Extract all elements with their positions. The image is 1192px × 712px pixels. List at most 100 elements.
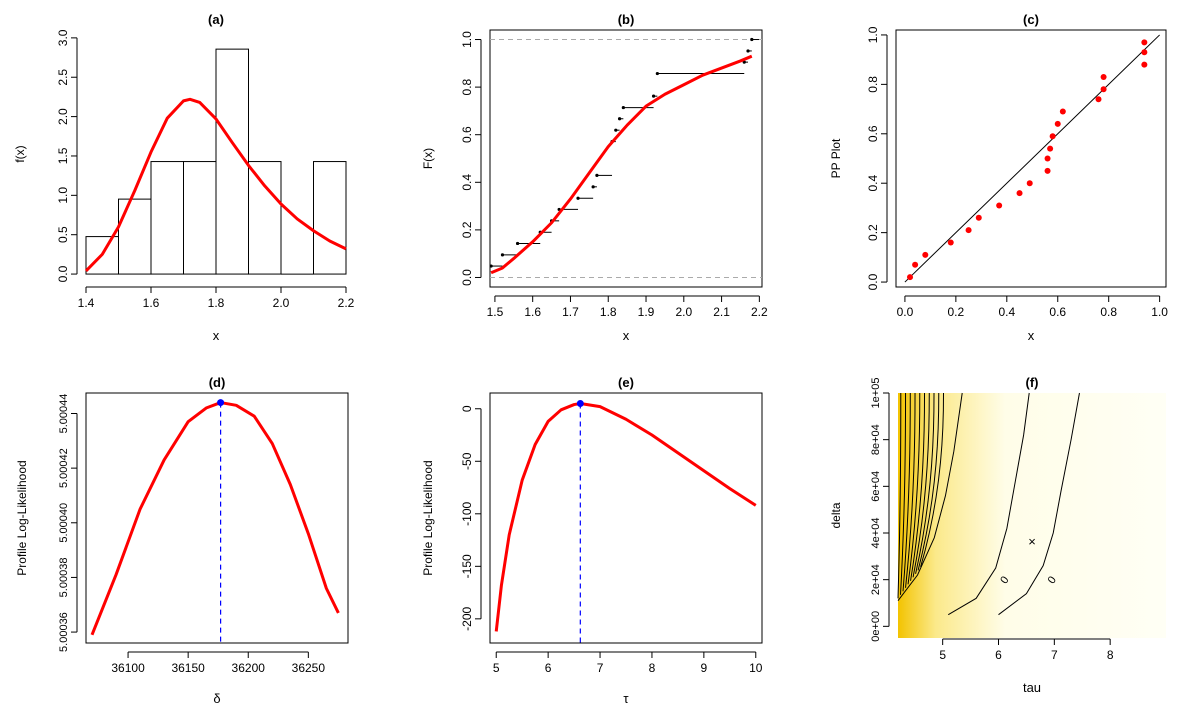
y-tick-label: 0.0	[866, 273, 880, 290]
ecdf-point	[750, 37, 754, 42]
pp-point	[1141, 61, 1148, 68]
chart-title: (e)	[618, 375, 634, 390]
y-tick-label: 0.0	[460, 269, 474, 286]
y-tick-label: 0.8	[460, 78, 474, 95]
contour-line	[897, 392, 902, 599]
x-tick-label: 2.0	[273, 296, 290, 310]
histogram-bar	[248, 161, 282, 275]
histogram-bar	[313, 161, 347, 275]
pp-point	[1100, 86, 1107, 93]
x-tick-label: 5	[939, 648, 946, 662]
y-tick-label: 1.5	[56, 147, 70, 164]
x-tick-label: 7	[1051, 648, 1058, 662]
x-tick-label: 1.7	[562, 305, 579, 319]
x-axis-label: δ	[213, 691, 220, 706]
plot-frame	[489, 392, 763, 644]
x-tick-label: 8	[649, 661, 656, 675]
y-tick-label: 0.4	[460, 174, 474, 191]
y-tick-label: 1e+05	[870, 378, 882, 409]
y-tick-label: 5.00042	[58, 448, 70, 488]
pp-point	[1059, 108, 1066, 115]
chart-title: (f)	[1026, 375, 1039, 390]
ecdf-point	[651, 94, 656, 98]
mle-marker: ×	[1028, 534, 1036, 549]
y-tick-label: 0.5	[56, 226, 70, 243]
profile-likelihood-curve	[90, 401, 340, 636]
pp-point	[1054, 120, 1061, 127]
panel-f: 0 0 × (f) 5 6 7 8 0e+00 2e+04 4e+04 6e+04 8e+04 1e+05…	[829, 375, 1166, 695]
y-tick-label: 2e+04	[870, 564, 882, 595]
x-tick-label: 36100	[111, 661, 145, 675]
fitted-cdf-curve	[490, 54, 753, 275]
x-tick-label: 2.2	[338, 296, 355, 310]
y-tick-label: 0.2	[460, 221, 474, 238]
x-tick-label: 0.8	[1100, 305, 1117, 319]
contour-line	[912, 392, 930, 578]
x-axis-label: x	[213, 328, 220, 343]
pp-point	[975, 214, 982, 221]
y-tick-label: -100	[460, 501, 474, 525]
y-tick-label: 5.00044	[58, 394, 70, 434]
pp-point	[996, 202, 1003, 209]
x-tick-label: 1.8	[208, 296, 225, 310]
panel-d: (d) 36100 36150 36200 36250 5.00036 5.00038 5.0…	[15, 375, 349, 706]
x-tick-label: 0.0	[897, 305, 914, 319]
pp-point	[922, 251, 929, 258]
pp-point	[947, 239, 954, 246]
plot-frame	[85, 392, 349, 644]
chart-title: (c)	[1023, 12, 1039, 27]
contour-line	[907, 392, 921, 585]
pp-point	[1044, 155, 1051, 162]
x-axis-label: tau	[1023, 680, 1041, 695]
contour-level-label: 0	[998, 574, 1011, 586]
x-tick-label: 2.1	[713, 305, 730, 319]
y-tick-label: 0.6	[460, 126, 474, 143]
x-axis-label: τ	[623, 691, 629, 706]
x-tick-label: 1.6	[524, 305, 541, 319]
x-axis-label: x	[623, 328, 630, 343]
mle-point	[576, 400, 584, 408]
x-tick-label: 1.0	[1151, 305, 1168, 319]
pp-point	[965, 227, 972, 234]
x-tick-label: 0.2	[948, 305, 965, 319]
y-tick-label: -50	[460, 452, 474, 470]
y-axis-label: Profile Log-Likelihood	[421, 460, 435, 575]
ecdf-point	[742, 60, 746, 64]
y-tick-label: 0	[460, 405, 474, 412]
pp-point	[1047, 145, 1054, 152]
x-tick-label: 1.9	[638, 305, 655, 319]
contour-line	[947, 392, 1030, 616]
y-tick-label: 2.5	[56, 69, 70, 86]
pp-point	[1141, 39, 1148, 46]
x-tick-label: 0.4	[998, 305, 1015, 319]
x-tick-label: 8	[1107, 648, 1114, 662]
ecdf-point	[655, 71, 659, 76]
y-tick-label: 6e+04	[870, 471, 882, 502]
x-tick-label: 36250	[292, 661, 326, 675]
contour-line	[915, 392, 935, 574]
panel-b: (b) 1.5 1.6 1.7 1.8 1.9 2.0 2.1 2.2 0.0 0.2 0.4 0.6 0…	[421, 12, 768, 343]
panel-a: (a) 1.4 1.6 1.8 2.0 2.2 0.0 0.5 1.0 1.5 2.0 2.5 3.0 x…	[13, 12, 355, 343]
pp-point	[1095, 96, 1102, 103]
x-tick-label: 7	[597, 661, 604, 675]
x-tick-label: 2.2	[751, 305, 768, 319]
y-tick-label: 2.0	[56, 108, 70, 125]
ecdf-point	[515, 241, 520, 246]
pp-point	[1100, 73, 1107, 80]
mle-point	[217, 399, 225, 407]
x-tick-label: 1.8	[600, 305, 617, 319]
y-tick-label: 8e+04	[870, 424, 882, 455]
y-tick-label: 0e+00	[870, 611, 882, 642]
ecdf-point	[614, 128, 618, 132]
contour-line	[900, 392, 907, 595]
x-tick-label: 5	[493, 661, 500, 675]
x-tick-label: 1.6	[143, 296, 160, 310]
y-tick-label: 5.00038	[58, 558, 70, 598]
ecdf-point	[489, 264, 493, 268]
y-tick-label: 5.00040	[58, 503, 70, 543]
plot-frame	[489, 29, 763, 288]
x-tick-label: 36200	[232, 661, 266, 675]
pp-point	[1016, 190, 1023, 197]
contour-line	[917, 392, 940, 571]
